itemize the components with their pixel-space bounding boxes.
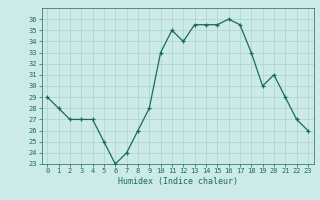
X-axis label: Humidex (Indice chaleur): Humidex (Indice chaleur) — [118, 177, 237, 186]
